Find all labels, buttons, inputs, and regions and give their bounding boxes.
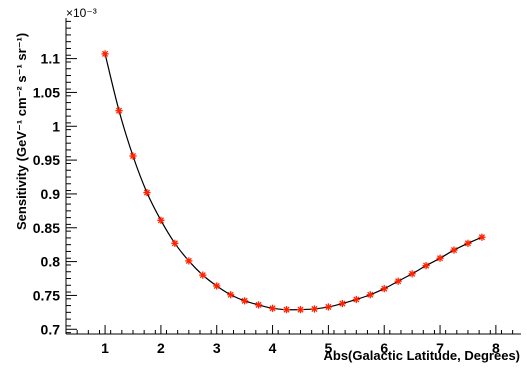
y-tick-label: 0.95 xyxy=(33,152,60,168)
data-point xyxy=(464,239,472,247)
data-point xyxy=(478,233,486,241)
data-point xyxy=(268,304,277,312)
x-tick-label: 3 xyxy=(213,340,221,356)
data-point xyxy=(352,295,360,304)
y-tick-label: 0.7 xyxy=(41,321,61,337)
data-point xyxy=(143,188,151,197)
x-tick-label: 7 xyxy=(436,340,444,356)
y-tick-label: 0.8 xyxy=(41,254,61,270)
x-tick-label: 5 xyxy=(324,340,332,356)
y-exponent-label: ×10⁻³ xyxy=(66,6,97,20)
data-point xyxy=(171,239,179,247)
data-point xyxy=(115,107,123,115)
data-point xyxy=(199,271,207,279)
data-point xyxy=(380,285,388,293)
data-point xyxy=(129,152,137,160)
y-tick-label: 1.05 xyxy=(33,84,60,100)
data-point xyxy=(436,254,444,262)
data-point xyxy=(296,306,305,314)
data-points xyxy=(101,50,486,314)
x-tick-label: 8 xyxy=(492,340,500,356)
data-point xyxy=(310,305,319,313)
data-point xyxy=(185,257,193,265)
axes xyxy=(65,18,521,335)
fit-curve xyxy=(104,53,483,311)
axis-ticks: 1 2 3 4 5 6 7 8 0.7 0.75 0.8 0.85 0.9 0.95 1 1.05 1.1 xyxy=(33,20,514,356)
data-point xyxy=(157,216,165,224)
y-tick-label: 0.85 xyxy=(33,220,60,236)
x-axis-title: Abs(Galactic Latitude, Degrees) xyxy=(324,348,521,363)
data-point xyxy=(227,291,235,299)
data-point xyxy=(366,291,374,299)
data-point xyxy=(101,50,109,58)
data-point xyxy=(324,303,332,311)
data-point xyxy=(422,262,430,270)
y-tick-label: 0.9 xyxy=(41,186,61,202)
data-point xyxy=(394,277,402,285)
fit-curve-layer xyxy=(104,53,483,311)
y-tick-label: 0.75 xyxy=(33,287,60,303)
data-point xyxy=(241,297,249,305)
data-point xyxy=(450,246,458,254)
data-point xyxy=(255,301,263,309)
x-tick-label: 4 xyxy=(269,340,277,356)
y-axis-title: Sensitivity (GeV⁻¹ cm⁻² s⁻¹ sr⁻¹) xyxy=(14,33,29,230)
data-point xyxy=(408,270,416,278)
y-tick-label: 1.1 xyxy=(41,51,61,67)
x-tick-label: 2 xyxy=(157,340,165,356)
data-point xyxy=(282,306,291,314)
y-tick-label: 1 xyxy=(52,118,60,134)
data-point xyxy=(338,299,346,308)
x-tick-label: 1 xyxy=(101,340,109,356)
data-point xyxy=(213,282,221,290)
x-tick-label: 6 xyxy=(380,340,388,356)
